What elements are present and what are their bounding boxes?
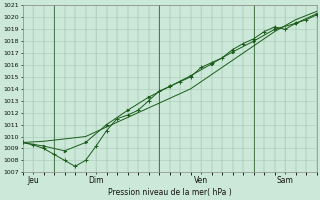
X-axis label: Pression niveau de la mer( hPa ): Pression niveau de la mer( hPa ) [108,188,231,197]
